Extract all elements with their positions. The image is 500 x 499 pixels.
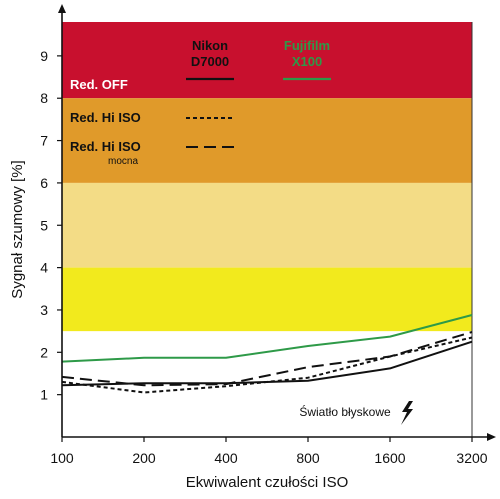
series-line [61, 314, 473, 363]
series-line [61, 340, 473, 387]
flash-annotation-text: Światło błyskowe [299, 404, 391, 419]
legend-camera-name: Fujifilm [284, 38, 330, 53]
noise-band [62, 22, 472, 99]
flash-annotation: Światło błyskowe [299, 401, 413, 425]
x-axis-title: Ekwiwalent czułości ISO [186, 474, 349, 491]
lightning-bolt-icon [401, 401, 413, 425]
noise-band [62, 267, 472, 332]
y-tick-label: 8 [40, 90, 48, 106]
y-tick-label: 5 [40, 217, 48, 233]
axes: 1 2 3 4 5 6 7 8 9 100 200 400 800 1600 3200 Ekwiwalent … [9, 4, 496, 491]
legend-mode-label: Red. Hi ISO [70, 110, 141, 125]
x-tick-label: 3200 [456, 450, 487, 466]
y-axis-title: Sygnał szumowy [%] [9, 160, 26, 298]
legend-camera-model: D7000 [191, 54, 229, 69]
x-tick-label: 800 [296, 450, 320, 466]
legend-mode-label: Red. OFF [70, 77, 128, 92]
noise-band [62, 98, 472, 183]
y-tick-label: 3 [40, 302, 48, 318]
y-tick-label: 2 [40, 344, 48, 360]
y-tick-label: 9 [40, 48, 48, 64]
x-tick-label: 100 [50, 450, 74, 466]
y-tick-label: 7 [40, 133, 48, 149]
x-tick-label: 400 [214, 450, 238, 466]
noise-level-bands [62, 22, 472, 332]
y-tick-label: 1 [40, 387, 48, 403]
x-tick-label: 1600 [374, 450, 405, 466]
y-tick-label: 6 [40, 175, 48, 191]
legend-camera-name: Nikon [192, 38, 228, 53]
x-tick-label: 200 [132, 450, 156, 466]
y-tick-label: 4 [40, 260, 48, 276]
data-series-lines [61, 314, 473, 394]
legend-mode-sublabel: mocna [108, 156, 138, 167]
legend-camera-model: X100 [292, 54, 322, 69]
noise-band [62, 182, 472, 268]
legend-mode-label: Red. Hi ISO [70, 139, 141, 154]
series-line [61, 331, 473, 387]
